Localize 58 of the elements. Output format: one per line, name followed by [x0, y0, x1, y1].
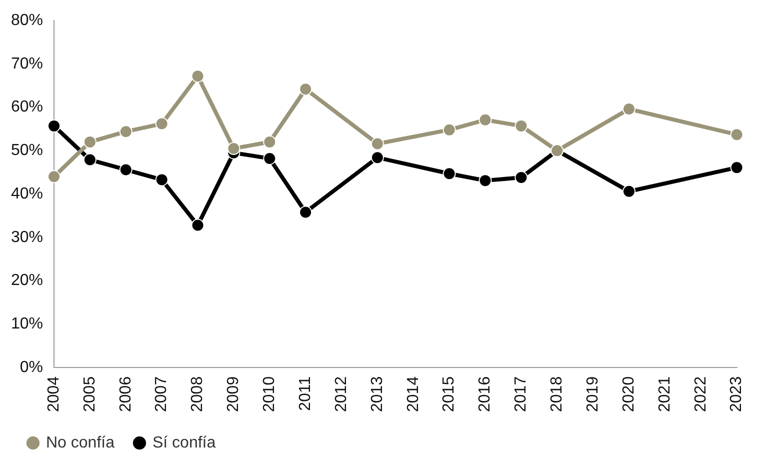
y-tick-label: 60% — [10, 98, 44, 116]
point — [263, 152, 276, 165]
point — [299, 206, 312, 219]
x-tick-label: 2015 — [440, 376, 458, 412]
point — [48, 170, 61, 184]
x-tick-label: 2008 — [189, 376, 206, 412]
legend-label: Sí confía — [152, 434, 216, 452]
x-tick-label: 2023 — [728, 376, 746, 412]
point — [263, 135, 276, 148]
point — [514, 119, 528, 132]
point — [83, 153, 96, 166]
y-tick-label: 20% — [10, 272, 44, 290]
point — [622, 184, 636, 198]
x-tick-label: 2006 — [117, 376, 134, 412]
y-tick-label: 10% — [10, 315, 44, 332]
point — [48, 119, 61, 132]
point — [119, 163, 132, 176]
y-tick-label: 50% — [10, 142, 44, 160]
y-tick-label: 80% — [10, 12, 44, 30]
point — [478, 113, 492, 126]
point — [514, 171, 528, 184]
x-tick-label: 2018 — [548, 376, 566, 412]
x-tick-label: 2020 — [620, 376, 638, 412]
y-tick-label: 40% — [10, 185, 44, 202]
y-tick-label: 70% — [10, 55, 44, 72]
point — [442, 167, 456, 180]
point — [155, 173, 168, 186]
x-tick-label: 2009 — [225, 376, 242, 412]
y-tick-label: 30% — [10, 228, 44, 246]
point — [370, 151, 384, 164]
legend-label: No confía — [46, 434, 115, 452]
point — [191, 70, 204, 83]
x-tick-label: 2022 — [692, 376, 710, 412]
point — [370, 137, 384, 150]
x-tick-label: 2012 — [332, 376, 350, 412]
x-tick-label: 2013 — [368, 376, 386, 412]
x-tick-label: 2004 — [45, 376, 62, 412]
point — [478, 174, 492, 188]
x-tick-label: 2017 — [512, 376, 530, 412]
point — [191, 218, 204, 232]
point — [227, 142, 240, 155]
point — [442, 123, 456, 136]
x-tick-label: 2016 — [476, 376, 494, 412]
x-tick-label: 2011 — [296, 376, 314, 411]
x-tick-label: 2014 — [404, 376, 422, 412]
x-tick-label: 2007 — [153, 376, 170, 412]
point — [83, 135, 96, 148]
point — [119, 125, 132, 138]
point — [622, 102, 636, 116]
point — [155, 117, 168, 130]
x-tick-label: 2019 — [584, 376, 602, 412]
x-tick-label: 2010 — [261, 376, 278, 412]
x-tick-label: 2005 — [81, 376, 98, 412]
y-tick-label: 0% — [20, 358, 44, 376]
x-tick-label: 2021 — [656, 376, 674, 412]
point — [299, 82, 312, 96]
point — [730, 161, 744, 174]
point — [730, 128, 744, 142]
